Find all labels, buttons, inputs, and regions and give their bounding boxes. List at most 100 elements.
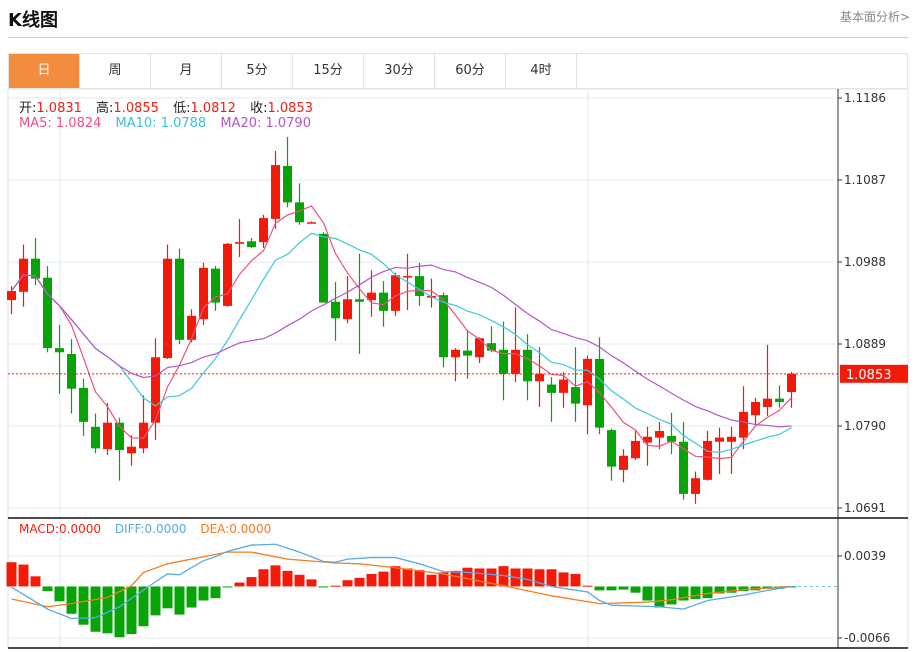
candle [415, 262, 424, 306]
macd-bar [222, 586, 233, 588]
candle-body [403, 276, 412, 278]
macd-bar [462, 567, 473, 587]
macd-bar [438, 572, 449, 587]
macd-bar [426, 574, 437, 587]
candle [487, 326, 496, 353]
dea-value: DEA:0.0000 [200, 522, 272, 536]
macd-bar [282, 570, 293, 587]
candle-body [139, 422, 148, 449]
ma10-value: MA10: 1.0788 [115, 116, 207, 131]
candle [187, 309, 196, 343]
low-label: 低: [173, 101, 191, 116]
macd-bar [378, 571, 389, 587]
tab-60min[interactable]: 60分 [435, 54, 506, 88]
candle-body [67, 353, 76, 389]
candle [259, 214, 268, 248]
candle [199, 262, 208, 325]
macd-bar [54, 586, 65, 602]
macd-bar [594, 586, 605, 591]
candle-body [259, 218, 268, 243]
macd-bar [342, 580, 353, 587]
candle [235, 218, 244, 258]
macd-bar [210, 586, 221, 599]
macd-bar [354, 577, 365, 587]
macd-readout: MACD:0.0000 DIFF:0.0000 DEA:0.0000 [19, 522, 271, 536]
diff-line [11, 543, 792, 620]
open-label: 开: [19, 101, 37, 116]
candle [319, 232, 328, 303]
candle-body [439, 295, 448, 358]
candle-body [199, 267, 208, 320]
candle [511, 307, 520, 383]
macd-bar [330, 585, 341, 587]
candle [295, 183, 304, 225]
candle-body [223, 243, 232, 306]
tab-5min[interactable]: 5分 [222, 54, 293, 88]
candle-body [655, 430, 664, 438]
candle [475, 337, 484, 364]
macd-bar [258, 569, 269, 587]
candle-body [91, 426, 100, 449]
candle [391, 272, 400, 316]
tab-4hour[interactable]: 4时 [506, 54, 577, 88]
candle-body [619, 455, 628, 470]
candle [67, 339, 76, 414]
macd-bar [714, 586, 725, 594]
macd-bar [450, 570, 461, 587]
candle-body [115, 422, 124, 451]
macd-bar [90, 586, 101, 632]
tab-15min[interactable]: 15分 [293, 54, 364, 88]
macd-bar [198, 586, 209, 601]
candle-body [631, 440, 640, 459]
candle-body [703, 440, 712, 480]
fundamental-analysis-link[interactable]: 基本面分析> [839, 10, 910, 24]
price-tick-label: 1.0889 [844, 337, 886, 351]
candle [151, 338, 160, 441]
macd-bar [654, 586, 665, 608]
macd-bar [150, 586, 161, 616]
candle [667, 412, 676, 455]
tab-month[interactable]: 月 [151, 54, 222, 88]
header-divider [8, 37, 908, 38]
candle-body [715, 437, 724, 442]
candle [679, 421, 688, 500]
candle [691, 471, 700, 504]
candle-body [763, 398, 772, 407]
candle [271, 151, 280, 229]
candle-body [163, 258, 172, 359]
macd-bar [498, 566, 509, 587]
macd-bar [30, 576, 41, 587]
macd-bar [6, 562, 17, 587]
macd-bar [162, 586, 173, 609]
candle-body [739, 411, 748, 438]
candle [355, 253, 364, 354]
candle-body [691, 478, 700, 494]
price-tick-label: 1.0790 [844, 419, 886, 433]
dea-line [11, 551, 792, 608]
candle [535, 347, 544, 407]
candle [163, 244, 172, 359]
macd-bar [678, 586, 689, 601]
candle-body [175, 258, 184, 340]
macd-bar [78, 586, 89, 625]
macd-bar [174, 586, 185, 615]
close-label: 收: [250, 101, 268, 116]
macd-tick-label: -0.0066 [844, 631, 890, 645]
macd-bar [306, 579, 317, 587]
tab-week[interactable]: 周 [80, 54, 151, 88]
ma5-line [11, 205, 792, 460]
close-value: 1.0853 [267, 101, 313, 116]
tab-30min[interactable]: 30分 [364, 54, 435, 88]
candle [343, 276, 352, 324]
macd-tick-label: 0.0039 [844, 549, 886, 563]
candle [247, 237, 256, 248]
candle-body [235, 242, 244, 244]
candle-body [523, 349, 532, 382]
ma-readout: MA5: 1.0824 MA10: 1.0788 MA20: 1.0790 [19, 116, 311, 131]
candle-body [451, 349, 460, 358]
tab-day[interactable]: 日 [9, 54, 80, 88]
macd-bar [294, 574, 305, 587]
candle-body [727, 436, 736, 442]
candle [43, 266, 52, 353]
